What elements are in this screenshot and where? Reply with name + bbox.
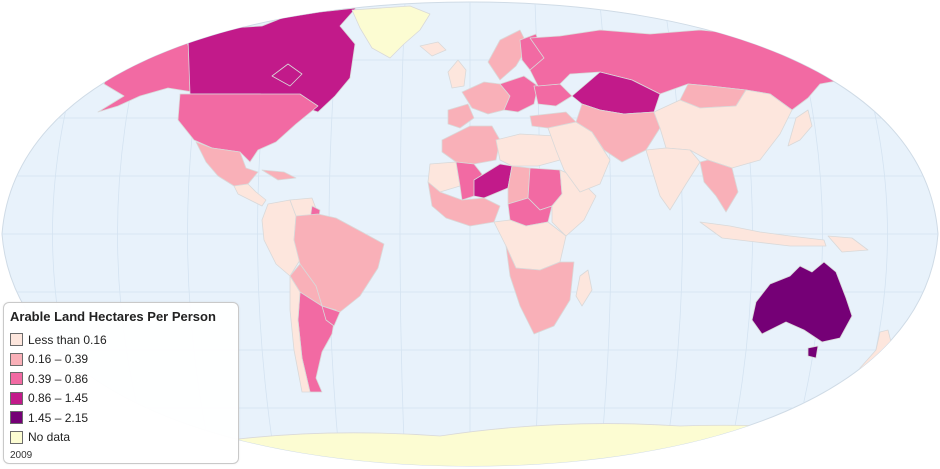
legend-label: 0.16 – 0.39	[28, 352, 89, 367]
legend-label: 1.45 – 2.15	[28, 410, 89, 425]
legend-swatch	[10, 430, 23, 444]
region-madagascar[interactable]	[575, 269, 593, 307]
legend-year: 2009	[10, 450, 33, 461]
region-japan[interactable]	[787, 109, 813, 147]
legend-item: 1.45 – 2.15	[10, 408, 232, 428]
region-central-america[interactable]	[233, 183, 267, 207]
legend-item: No data	[10, 428, 232, 448]
region-tasmania[interactable]	[807, 345, 819, 359]
region-india[interactable]	[645, 147, 701, 211]
legend-swatch	[10, 372, 23, 386]
legend-swatch	[10, 352, 23, 366]
region-australia[interactable]	[751, 261, 853, 343]
region-west-africa[interactable]	[427, 181, 501, 227]
legend-items: Less than 0.16 0.16 – 0.39 0.39 – 0.86 0…	[10, 330, 232, 447]
region-cuba[interactable]	[261, 169, 297, 181]
legend-title: Arable Land Hectares Per Person	[10, 309, 216, 324]
legend-item: Less than 0.16	[10, 330, 232, 350]
legend-item: 0.16 – 0.39	[10, 350, 232, 370]
legend-item: 0.86 – 1.45	[10, 389, 232, 409]
legend-label: 0.86 – 1.45	[28, 391, 89, 406]
legend-item: 0.39 – 0.86	[10, 369, 232, 389]
region-eastern-europe[interactable]	[499, 75, 539, 113]
region-papua-new-guinea[interactable]	[827, 235, 869, 253]
region-mexico[interactable]	[195, 141, 259, 187]
legend-swatch	[10, 333, 23, 347]
region-southeast-asia[interactable]	[699, 159, 739, 213]
region-canada[interactable]	[187, 7, 357, 113]
legend-label: No data	[28, 430, 71, 445]
legend-swatch	[10, 391, 23, 405]
region-iceland[interactable]	[419, 41, 447, 57]
legend-swatch	[10, 411, 23, 425]
region-uruguay[interactable]	[321, 305, 341, 327]
region-chile[interactable]	[289, 275, 311, 393]
region-libya-egypt[interactable]	[495, 133, 561, 167]
region-mauritania[interactable]	[427, 161, 461, 193]
legend-label: Less than 0.16	[28, 332, 107, 347]
legend-label: 0.39 – 0.86	[28, 371, 89, 386]
region-usa[interactable]	[177, 93, 319, 163]
region-iberia[interactable]	[447, 103, 475, 129]
region-greenland[interactable]	[351, 5, 431, 59]
region-indonesia[interactable]	[699, 221, 827, 247]
region-southern-africa[interactable]	[505, 245, 575, 335]
region-north-africa[interactable]	[441, 125, 501, 165]
region-uk-ireland[interactable]	[447, 59, 467, 89]
legend: Arable Land Hectares Per Person Less tha…	[3, 302, 239, 464]
